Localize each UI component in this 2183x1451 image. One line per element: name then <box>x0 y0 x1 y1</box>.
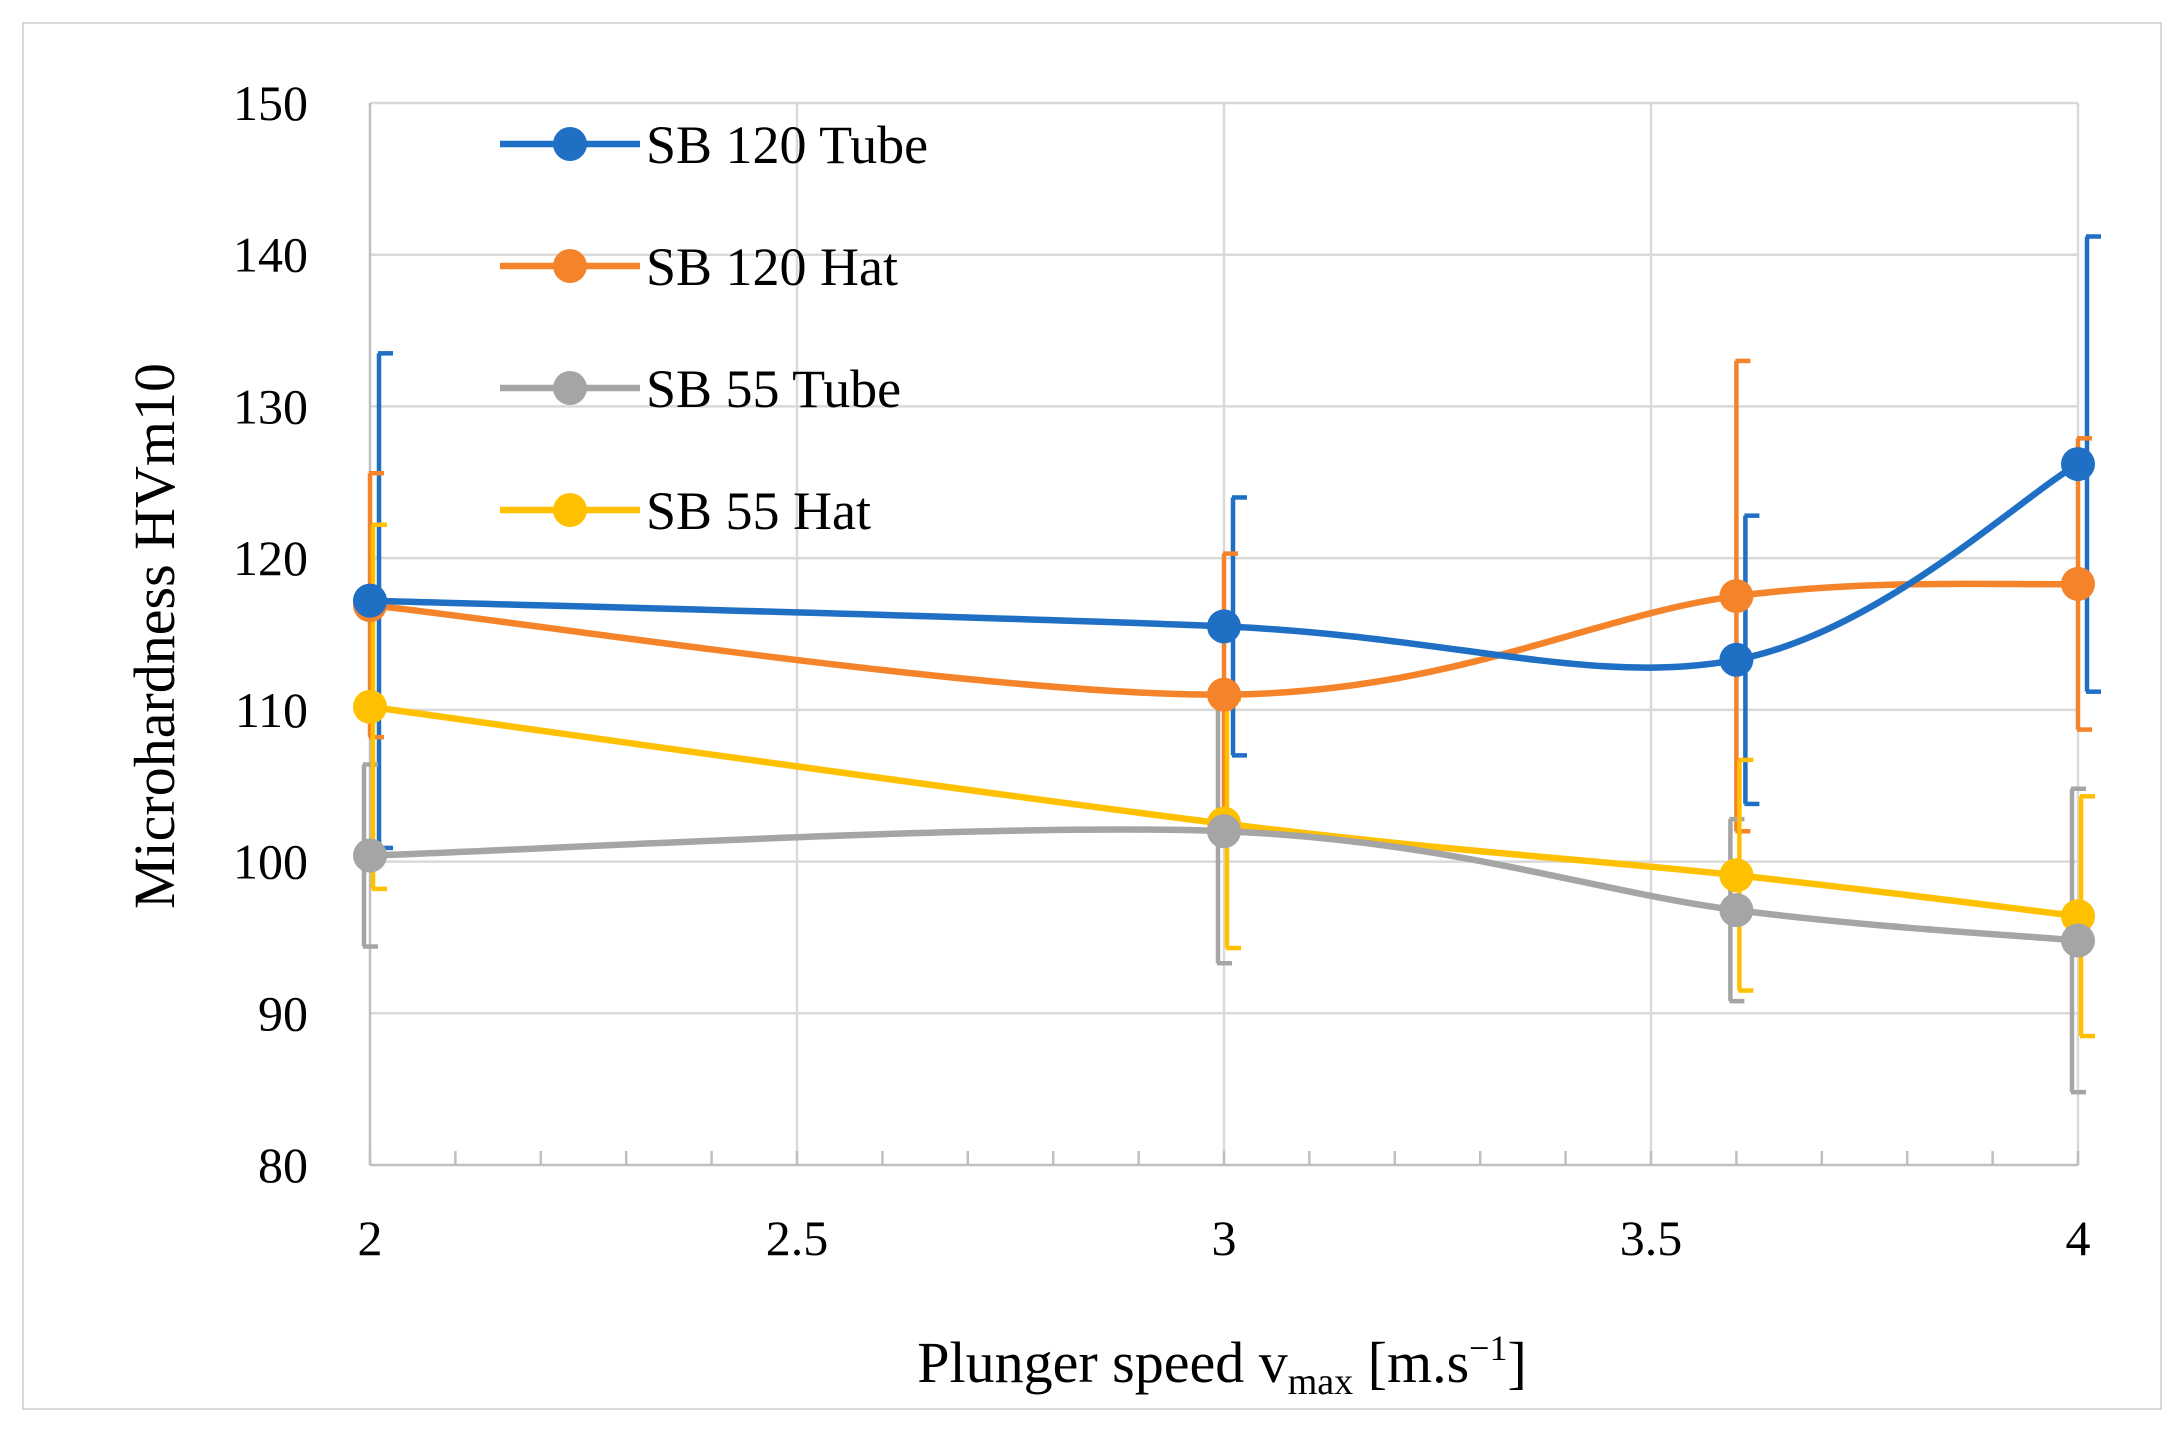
series-line-sb-120-hat <box>366 580 2082 698</box>
legend-swatch-marker <box>553 371 587 405</box>
data-point-sb-120-tube <box>2061 447 2095 482</box>
data-point-sb-55-hat <box>1719 858 1754 893</box>
legend-swatch-marker <box>553 127 587 161</box>
legend-swatch-marker <box>553 493 587 527</box>
data-point-sb-120-tube <box>353 583 387 618</box>
series-line-sb-55-hat <box>366 703 2082 920</box>
x-axis-title-unit-open: [m.s <box>1353 1330 1469 1395</box>
legend-label: SB 120 Tube <box>646 115 928 175</box>
x-tick-label: 4 <box>2066 1210 2091 1266</box>
data-point-sb-120-tube <box>1207 609 1241 644</box>
legend-item-sb-120-tube: SB 120 Tube <box>500 115 928 175</box>
data-point-sb-55-tube <box>353 838 387 873</box>
y-tick-label: 110 <box>235 682 308 738</box>
x-tick-label: 3 <box>1212 1210 1237 1266</box>
x-axis-title-subscript: max <box>1288 1361 1353 1403</box>
y-axis-title: Microhardness HVm10 <box>122 363 187 909</box>
data-point-sb-55-tube <box>1207 814 1241 849</box>
x-axis-title-unit-close: ] <box>1507 1330 1526 1395</box>
data-point-sb-120-hat <box>1207 677 1241 712</box>
y-tick-label: 120 <box>233 530 308 586</box>
legend-item-sb-55-hat: SB 55 Hat <box>500 481 871 541</box>
data-point-sb-120-hat <box>1719 579 1754 614</box>
x-axis-title: Plunger speed vmax [m.s−1] <box>917 1328 1527 1403</box>
axis-layer: 80 90 100 110 120 130 140 150 2 2.5 3 3.5 4 <box>233 75 2091 1266</box>
label-layer: Microhardness HVm10 Plunger speed vmax [… <box>122 363 1527 1403</box>
series-line-sb-120-tube <box>366 460 2082 671</box>
y-tick-label: 80 <box>258 1137 308 1193</box>
y-tick-label: 140 <box>233 227 308 283</box>
legend-item-sb-120-hat: SB 120 Hat <box>500 237 898 297</box>
legend-label: SB 55 Tube <box>646 359 901 419</box>
error-bars-sb-120-tube <box>376 234 2101 851</box>
legend-label: SB 55 Hat <box>646 481 871 541</box>
series-layer <box>353 234 2101 1095</box>
x-tick-label: 2 <box>358 1210 383 1266</box>
legend-layer: SB 120 Tube SB 120 Hat SB 55 Tube SB 55 Hat <box>500 115 928 541</box>
series-line-sb-55-tube <box>366 826 2082 944</box>
x-axis-title-superscript: −1 <box>1469 1328 1507 1368</box>
data-point-sb-120-tube <box>1719 642 1754 677</box>
x-tick-label: 2.5 <box>766 1210 829 1266</box>
y-tick-label: 150 <box>233 75 308 131</box>
data-point-sb-120-hat <box>2061 566 2095 601</box>
data-point-sb-55-hat <box>2061 899 2095 934</box>
legend-swatch-marker <box>553 249 587 283</box>
legend-label: SB 120 Hat <box>646 237 898 297</box>
data-point-sb-55-hat <box>353 689 387 724</box>
y-tick-label: 90 <box>258 985 308 1041</box>
data-point-sb-55-tube <box>1719 893 1754 928</box>
x-axis-title-prefix: Plunger speed v <box>917 1330 1288 1395</box>
y-tick-label: 100 <box>233 834 308 890</box>
data-point-sb-55-tube <box>2061 923 2095 958</box>
x-tick-label: 3.5 <box>1620 1210 1683 1266</box>
y-tick-label: 130 <box>233 378 308 434</box>
error-bars-sb-120-hat <box>367 358 2092 839</box>
legend-item-sb-55-tube: SB 55 Tube <box>500 359 901 419</box>
